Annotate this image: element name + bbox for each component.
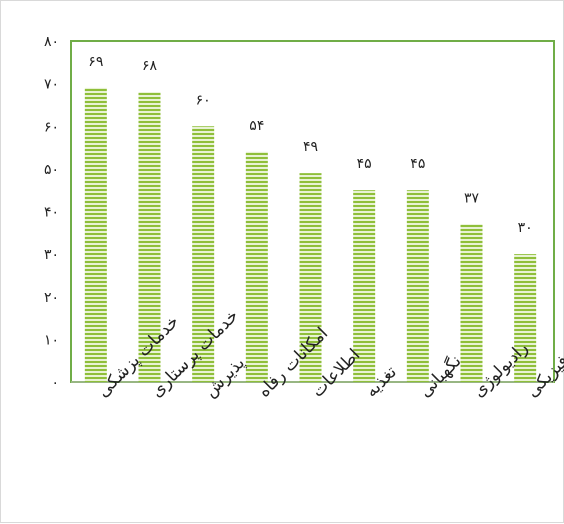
- bar: [299, 173, 322, 382]
- y-tick-label: ۷۰: [44, 77, 59, 93]
- bar: [245, 151, 268, 382]
- data-label: ۵۴: [249, 118, 264, 134]
- bar: [353, 190, 376, 382]
- data-label: ۳۰: [518, 220, 533, 236]
- data-label: ۶۰: [196, 92, 211, 108]
- y-tick-label: ۴۰: [44, 205, 59, 221]
- data-label: ۴۹: [303, 139, 318, 155]
- y-tick-label: ۰: [51, 375, 59, 391]
- bar: [84, 87, 107, 382]
- data-label: ۴۵: [357, 156, 372, 172]
- bar: [406, 190, 429, 382]
- data-label: ۶۹: [88, 54, 103, 70]
- y-tick-label: ۱۰: [44, 332, 59, 348]
- y-tick-label: ۵۰: [44, 162, 59, 178]
- bar: [192, 126, 215, 382]
- bar: [514, 254, 537, 382]
- y-tick-label: ۲۰: [44, 290, 59, 306]
- data-label: ۶۸: [142, 58, 158, 74]
- data-label: ۳۷: [464, 190, 480, 206]
- y-tick-label: ۶۰: [44, 119, 59, 135]
- bar: [138, 92, 161, 383]
- bar: [460, 224, 483, 382]
- data-label: ۴۵: [410, 156, 425, 172]
- y-tick-label: ۳۰: [44, 247, 59, 263]
- y-tick-label: ۸۰: [44, 34, 59, 50]
